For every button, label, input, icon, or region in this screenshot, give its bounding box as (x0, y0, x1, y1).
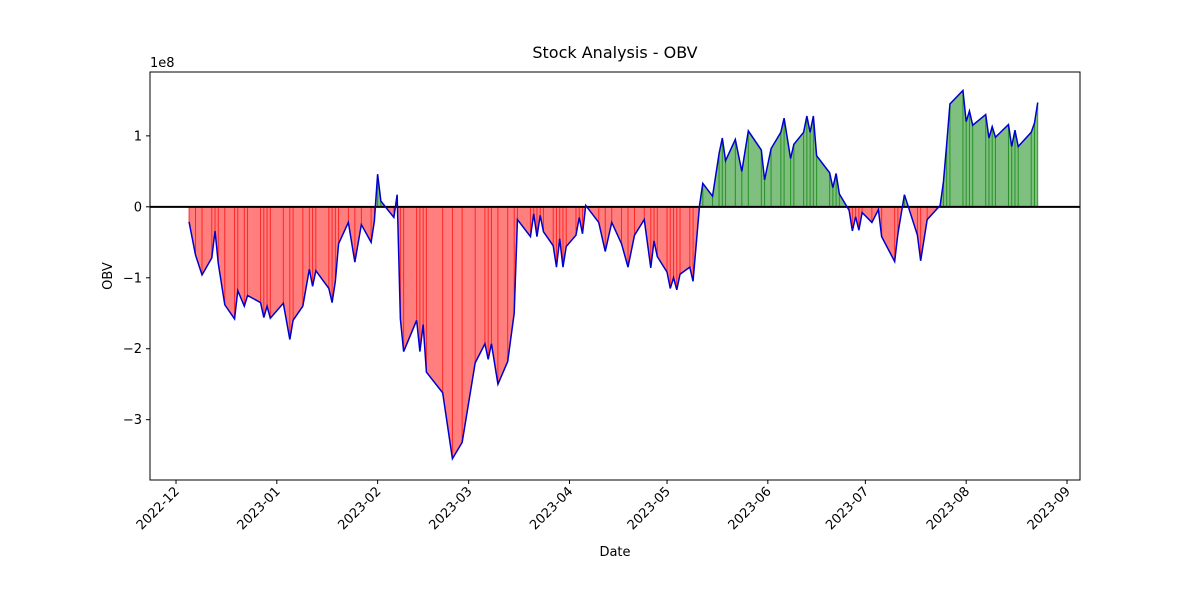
y-tick-label: −3 (123, 413, 142, 428)
y-axis-label: OBV (101, 262, 116, 290)
x-tick-label: 2023-07 (823, 484, 872, 533)
x-tick-label: 2023-09 (1025, 484, 1074, 533)
x-tick-label: 2023-06 (726, 484, 775, 533)
x-tick-label: 2023-05 (625, 484, 674, 533)
y-offset-label: 1e8 (150, 56, 175, 71)
x-tick-label: 2023-04 (527, 484, 576, 533)
x-tick-label: 2023-01 (235, 484, 284, 533)
positive-area (189, 90, 1038, 207)
y-tick-label: −2 (123, 342, 142, 357)
chart-title: Stock Analysis - OBV (532, 43, 697, 62)
y-tick-label: −1 (123, 271, 142, 286)
x-axis-label: Date (599, 545, 630, 560)
y-tick-label: 1 (134, 129, 142, 144)
x-tick-label: 2023-02 (335, 484, 384, 533)
obv-line (188, 88, 1039, 461)
negative-area (189, 206, 939, 459)
plot-frame (149, 71, 1081, 481)
y-tick-label: 0 (134, 200, 142, 215)
x-tick-label: 2023-03 (426, 484, 475, 533)
x-tick-label: 2022-12 (134, 484, 183, 533)
x-tick-label: 2023-08 (924, 484, 973, 533)
